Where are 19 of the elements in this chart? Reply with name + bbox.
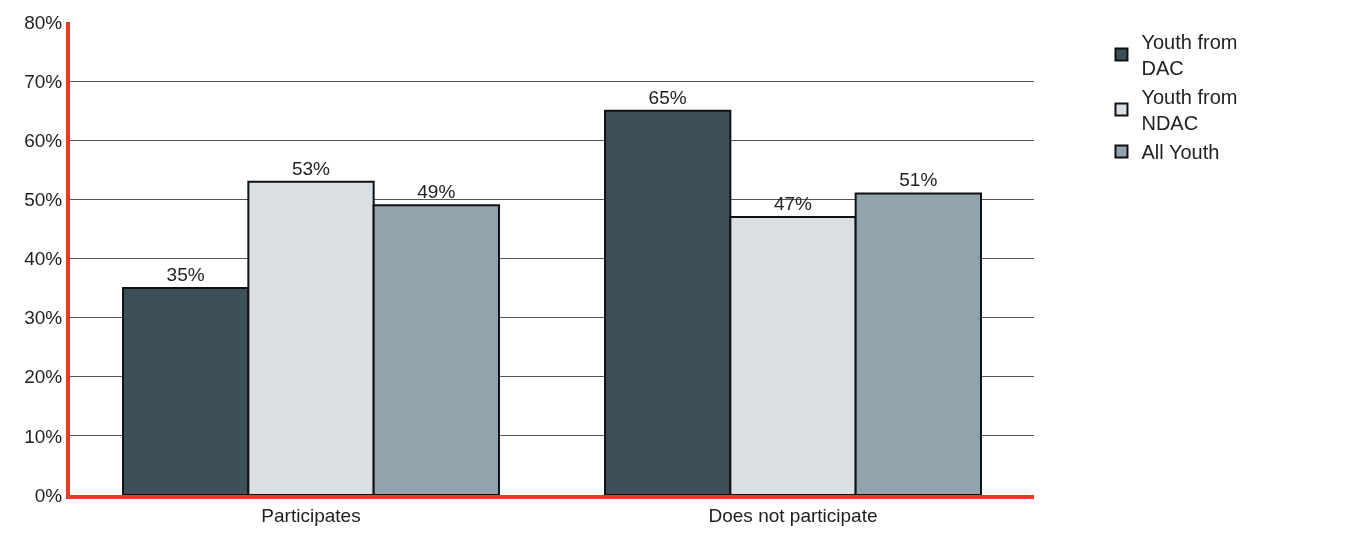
legend-label: All Youth — [1141, 141, 1220, 164]
y-tick-label: 50% — [24, 189, 63, 211]
data-label: 49% — [417, 181, 456, 203]
data-label: 53% — [291, 157, 331, 179]
y-tick-label: 70% — [24, 70, 63, 92]
y-tick-label: 80% — [24, 11, 63, 33]
y-tick-label: 60% — [24, 129, 63, 151]
y-tick-label: 10% — [24, 425, 63, 447]
data-label: 51% — [899, 169, 938, 191]
data-label: 35% — [166, 264, 205, 286]
data-label: 65% — [648, 86, 687, 108]
y-tick-label: 0% — [34, 484, 63, 506]
y-tick-label: 30% — [24, 307, 63, 329]
y-tick-label: 20% — [24, 366, 63, 388]
y-tick-label: 40% — [24, 248, 63, 270]
x-tick-label: Participates — [261, 504, 361, 526]
legend-label: Youth from DAC — [1141, 31, 1238, 80]
x-tick-label: Does not participate — [708, 504, 878, 526]
legend-label: Youth from NDAC — [1141, 86, 1238, 135]
